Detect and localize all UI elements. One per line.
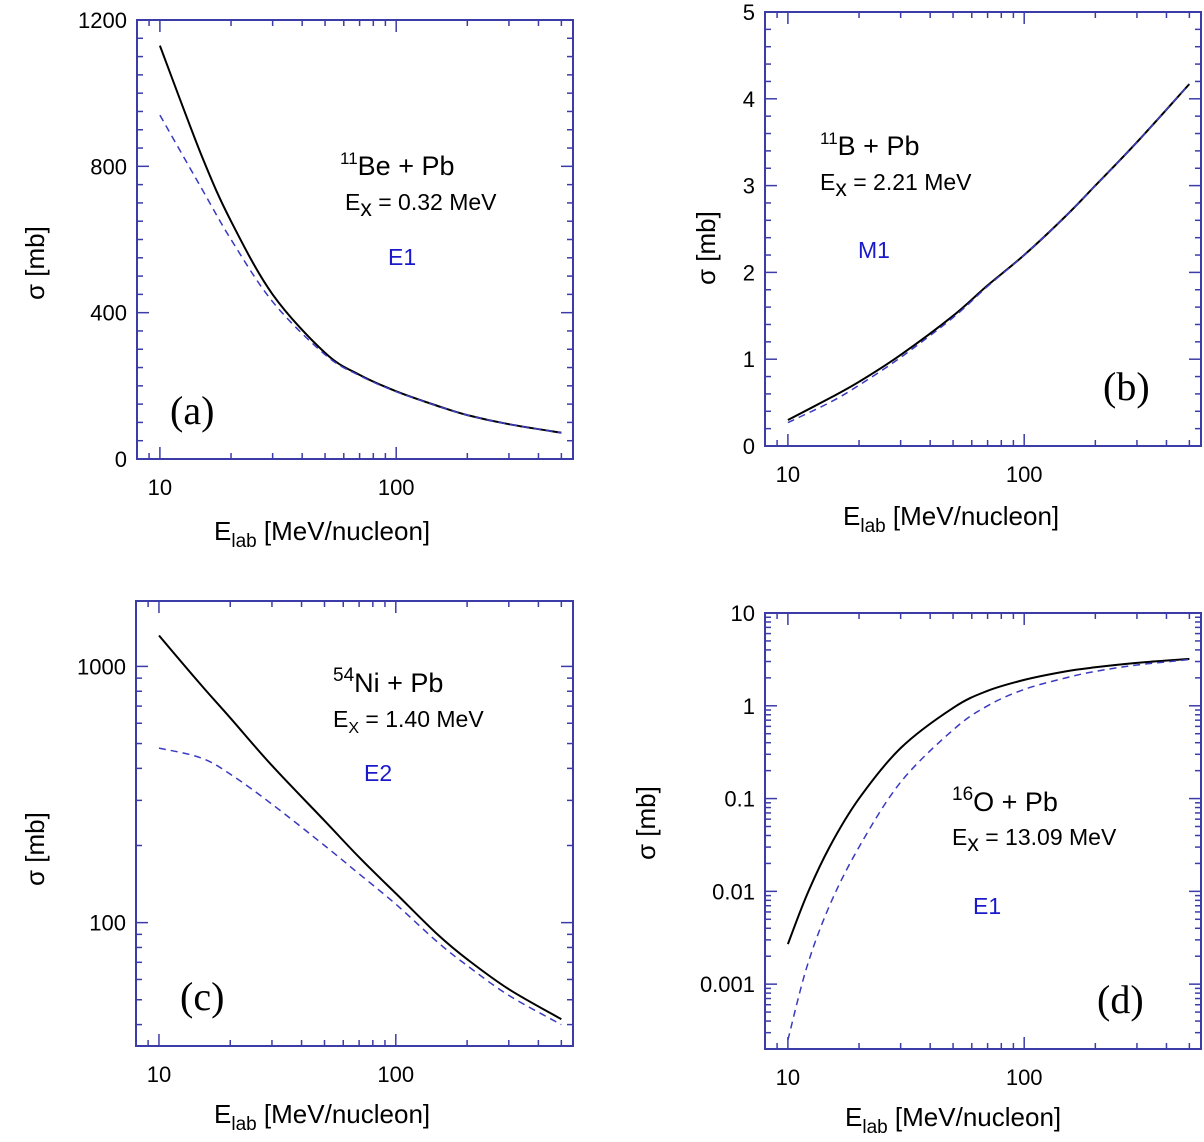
y-axis-label-a: σ [mb] xyxy=(20,226,50,300)
ticks-a: 10 100 0 400 800 1200 xyxy=(78,8,573,500)
multipolarity-label-a: E1 xyxy=(388,244,416,270)
plot-frame-c xyxy=(135,600,574,1047)
excitation-label-c: EX = 1.40 MeV xyxy=(333,706,484,737)
solid-curve xyxy=(158,634,562,1021)
curves-d xyxy=(786,657,1190,1041)
x-tick-label: 10 xyxy=(776,1065,800,1090)
curves-b xyxy=(787,83,1191,424)
y-tick-label: 3 xyxy=(743,174,755,199)
plot-frame-b xyxy=(764,11,1202,447)
panel-tag-b: (b) xyxy=(1103,364,1150,409)
y-tick-label: 5 xyxy=(743,0,755,25)
y-tick-label: 0.1 xyxy=(724,787,755,812)
y-tick-label: 0.01 xyxy=(712,879,755,904)
y-axis-label-c: σ [mb] xyxy=(20,812,50,886)
y-tick-label: 1200 xyxy=(78,8,127,33)
x-tick-label: 100 xyxy=(1006,462,1043,487)
panel-d: 10 100 0.001 0.01 0.1 1 10 16O + Pb Ex = 13.09… xyxy=(631,601,1202,1138)
y-tick-label: 10 xyxy=(731,601,755,626)
panel-b: 10 100 0 1 2 3 4 5 11B + Pb Ex = 2.21 MeV M1 (b… xyxy=(691,0,1202,537)
curves-c xyxy=(158,634,562,1026)
panel-tag-a: (a) xyxy=(170,388,214,433)
y-tick-label: 0 xyxy=(115,447,127,472)
y-tick-label: 800 xyxy=(90,154,127,179)
solid-curve xyxy=(786,657,1190,945)
x-tick-label: 100 xyxy=(377,1062,414,1087)
reaction-label-d: 16O + Pb xyxy=(952,784,1058,817)
x-tick-label: 100 xyxy=(378,475,415,500)
x-axis-label-a: Elab [MeV/nucleon] xyxy=(214,516,430,552)
dashed-curve xyxy=(159,114,562,434)
ticks-c: 10 100 100 1000 xyxy=(77,601,573,1087)
x-tick-label: 10 xyxy=(147,1062,171,1087)
y-tick-label: 0 xyxy=(743,434,755,459)
dashed-curve xyxy=(158,747,562,1026)
x-axis-label-b: Elab [MeV/nucleon] xyxy=(843,501,1059,537)
ticks-d: 10 100 0.001 0.01 0.1 1 10 xyxy=(700,601,1201,1090)
panel-tag-d: (d) xyxy=(1097,977,1144,1022)
x-axis-label-c: Elab [MeV/nucleon] xyxy=(214,1099,430,1135)
solid-curve xyxy=(158,45,562,434)
x-axis-label-d: Elab [MeV/nucleon] xyxy=(845,1102,1061,1138)
x-tick-label: 100 xyxy=(1006,1065,1043,1090)
y-tick-label: 100 xyxy=(89,911,126,936)
ticks-b: 10 100 0 1 2 3 4 5 xyxy=(743,0,1201,487)
curves-a xyxy=(158,45,562,434)
excitation-label-a: Ex = 0.32 MeV xyxy=(345,189,497,221)
panel-a: 10 100 0 400 800 1200 11Be + Pb Ex = 0.32 MeV… xyxy=(20,8,574,552)
y-axis-label-b: σ [mb] xyxy=(691,211,721,285)
x-tick-label: 10 xyxy=(148,475,172,500)
y-tick-label: 1 xyxy=(743,347,755,372)
multipolarity-label-d: E1 xyxy=(973,893,1001,919)
multipolarity-label-b: M1 xyxy=(858,237,890,263)
y-axis-label-d: σ [mb] xyxy=(631,786,661,860)
y-tick-label: 1 xyxy=(743,694,755,719)
y-tick-label: 400 xyxy=(90,301,127,326)
y-tick-label: 1000 xyxy=(77,654,126,679)
reaction-label-b: 11B + Pb xyxy=(820,129,919,161)
y-tick-label: 4 xyxy=(743,87,755,112)
excitation-label-d: Ex = 13.09 MeV xyxy=(952,824,1117,856)
plot-frame-d xyxy=(764,612,1202,1050)
y-tick-label: 0.001 xyxy=(700,972,755,997)
dashed-curve xyxy=(787,83,1190,424)
y-tick-label: 2 xyxy=(743,260,755,285)
panel-tag-c: (c) xyxy=(180,974,224,1019)
x-tick-label: 10 xyxy=(776,462,800,487)
reaction-label-a: 11Be + Pb xyxy=(340,149,454,181)
multipolarity-label-c: E2 xyxy=(364,760,392,786)
reaction-label-c: 54Ni + Pb xyxy=(333,665,443,698)
excitation-label-b: Ex = 2.21 MeV xyxy=(820,169,972,201)
